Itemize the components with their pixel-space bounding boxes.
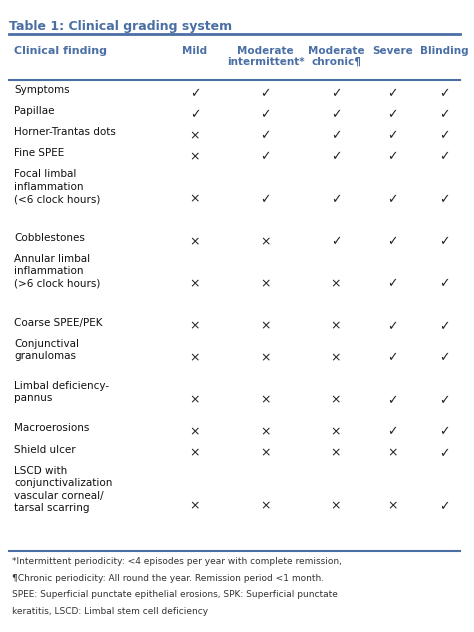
Text: ✓: ✓ [331,235,341,248]
Text: ×: × [331,394,341,407]
Text: Fine SPEE: Fine SPEE [14,148,64,158]
Text: Focal limbal
inflammation
(<6 clock hours): Focal limbal inflammation (<6 clock hour… [14,169,100,204]
Text: *Intermittent periodicity: <4 episodes per year with complete remission,: *Intermittent periodicity: <4 episodes p… [12,557,342,566]
Text: ✓: ✓ [387,320,398,333]
Text: Severe: Severe [372,46,413,56]
Text: ×: × [190,320,200,333]
Text: keratitis, LSCD: Limbal stem cell deficiency: keratitis, LSCD: Limbal stem cell defici… [12,607,208,616]
Text: ×: × [260,320,271,333]
Text: Papillae: Papillae [14,106,55,116]
Text: ✓: ✓ [439,108,449,121]
Text: ✓: ✓ [331,150,341,164]
Text: ✓: ✓ [387,277,398,291]
Text: ×: × [260,394,271,407]
Text: ✓: ✓ [439,500,449,513]
Text: ×: × [190,351,200,365]
Text: ✓: ✓ [439,129,449,142]
Text: Annular limbal
inflammation
(>6 clock hours): Annular limbal inflammation (>6 clock ho… [14,254,100,289]
Text: ×: × [190,150,200,164]
Text: ✓: ✓ [260,150,271,164]
Text: Moderate
intermittent*: Moderate intermittent* [227,46,304,67]
Text: Blinding: Blinding [420,46,468,56]
Text: ✓: ✓ [439,425,449,439]
Text: ×: × [260,351,271,365]
Text: ✓: ✓ [439,277,449,291]
Text: ×: × [190,193,200,206]
Text: ✓: ✓ [190,108,200,121]
Text: ×: × [331,447,341,460]
Text: ×: × [387,447,398,460]
Text: Horner-Trantas dots: Horner-Trantas dots [14,127,116,137]
Text: ×: × [331,351,341,365]
Text: ✓: ✓ [387,193,398,206]
Text: Moderate
chronic¶: Moderate chronic¶ [308,46,365,67]
Text: ✓: ✓ [439,87,449,100]
Text: ×: × [260,425,271,439]
Text: Conjunctival
granulomas: Conjunctival granulomas [14,339,79,361]
Text: ×: × [331,320,341,333]
Text: SPEE: Superficial punctate epithelial erosions, SPK: Superficial punctate: SPEE: Superficial punctate epithelial er… [12,590,337,599]
Text: ✓: ✓ [387,425,398,439]
Text: ✓: ✓ [387,87,398,100]
Text: ×: × [260,235,271,248]
Text: ✓: ✓ [331,129,341,142]
Text: ×: × [190,277,200,291]
Text: ×: × [260,277,271,291]
Text: ¶Chronic periodicity: All round the year. Remission period <1 month.: ¶Chronic periodicity: All round the year… [12,574,324,583]
Text: ✓: ✓ [439,394,449,407]
Text: ×: × [190,235,200,248]
Text: ×: × [190,425,200,439]
Text: Mild: Mild [182,46,208,56]
Text: Coarse SPEE/PEK: Coarse SPEE/PEK [14,317,102,327]
Text: ×: × [260,447,271,460]
Text: ✓: ✓ [439,235,449,248]
Text: ✓: ✓ [387,108,398,121]
Text: ✓: ✓ [387,235,398,248]
Text: Limbal deficiency-
pannus: Limbal deficiency- pannus [14,381,109,403]
Text: ×: × [190,394,200,407]
Text: ✓: ✓ [387,394,398,407]
Text: ✓: ✓ [260,193,271,206]
Text: ×: × [387,500,398,513]
Text: ✓: ✓ [439,150,449,164]
Text: ✓: ✓ [439,193,449,206]
Text: ✓: ✓ [439,320,449,333]
Text: ✓: ✓ [190,87,200,100]
Text: ✓: ✓ [387,351,398,365]
Text: ✓: ✓ [260,129,271,142]
Text: ✓: ✓ [387,129,398,142]
Text: ✓: ✓ [260,87,271,100]
Text: ✓: ✓ [387,150,398,164]
Text: ×: × [260,500,271,513]
Text: Cobblestones: Cobblestones [14,233,85,243]
Text: LSCD with
conjunctivalization
vascular corneal/
tarsal scarring: LSCD with conjunctivalization vascular c… [14,466,112,513]
Text: ✓: ✓ [260,108,271,121]
Text: ×: × [190,129,200,142]
Text: Symptoms: Symptoms [14,85,70,95]
Text: ×: × [331,277,341,291]
Text: ✓: ✓ [439,447,449,460]
Text: Shield ulcer: Shield ulcer [14,444,76,454]
Text: Table 1: Clinical grading system: Table 1: Clinical grading system [9,20,233,33]
Text: Macroerosions: Macroerosions [14,423,90,434]
Text: ×: × [190,447,200,460]
Text: Clinical finding: Clinical finding [14,46,107,56]
Text: ✓: ✓ [331,87,341,100]
Text: ×: × [190,500,200,513]
Text: ✓: ✓ [331,108,341,121]
Text: ×: × [331,425,341,439]
Text: ×: × [331,500,341,513]
Text: ✓: ✓ [439,351,449,365]
Text: ✓: ✓ [331,193,341,206]
